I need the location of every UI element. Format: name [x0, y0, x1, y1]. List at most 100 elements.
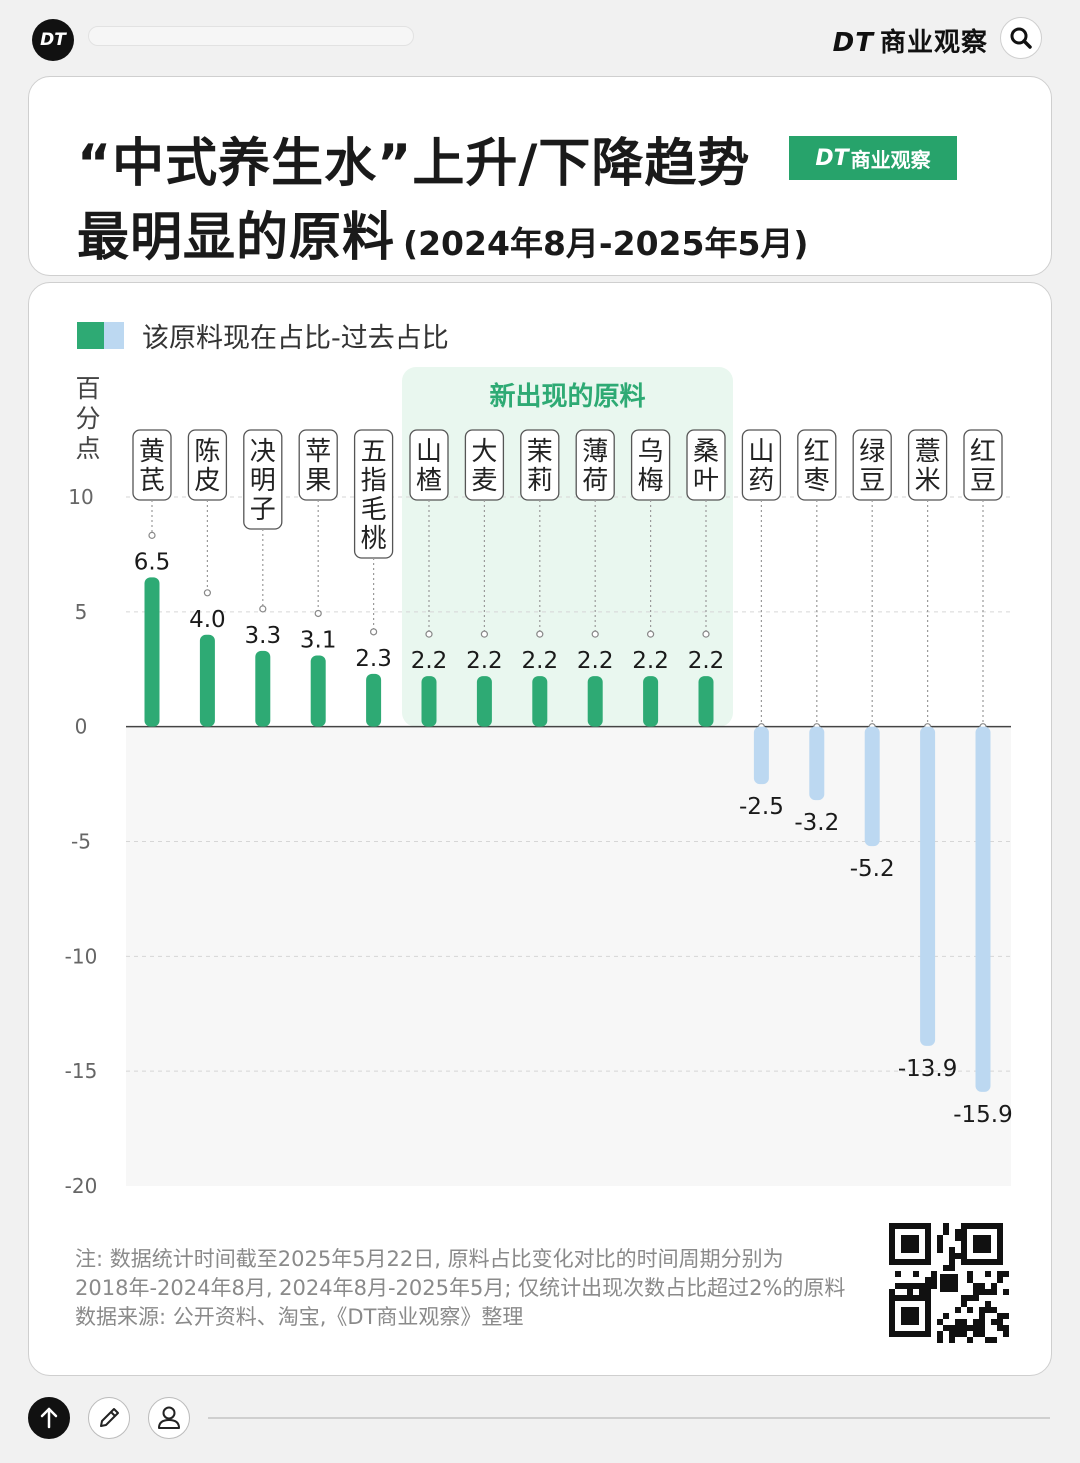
qr-module — [997, 1313, 1003, 1319]
bar — [421, 676, 437, 727]
qr-module — [985, 1307, 991, 1313]
qr-module — [961, 1331, 967, 1337]
qr-module — [955, 1325, 961, 1331]
bar — [366, 673, 382, 727]
category-label: 苹 — [305, 437, 331, 467]
brand-dt: DT — [832, 28, 874, 58]
badge-dt: DT — [815, 145, 849, 171]
search-button[interactable] — [1000, 17, 1042, 59]
qr-module — [949, 1325, 955, 1331]
bottom-divider — [208, 1417, 1050, 1419]
qr-module — [895, 1271, 901, 1277]
top-bar: DT DT 商业观察 — [0, 0, 1080, 78]
category-label: 梅 — [638, 466, 664, 496]
legend: 该原料现在占比-过去占比 — [77, 321, 449, 354]
qr-module — [973, 1319, 979, 1325]
qr-module — [949, 1331, 955, 1337]
qr-module — [991, 1319, 997, 1325]
qr-module — [961, 1319, 967, 1325]
qr-module — [901, 1283, 907, 1289]
legend-label: 该原料现在占比-过去占比 — [142, 322, 449, 354]
dt-logo[interactable]: DT — [32, 19, 74, 61]
category-label: 豆 — [859, 466, 885, 496]
qr-module — [961, 1325, 967, 1331]
title-main: 最明显的原料 — [77, 208, 396, 268]
category-label: 薄 — [582, 437, 608, 467]
category-label: 决 — [250, 437, 276, 467]
connector-dot — [591, 630, 599, 638]
qr-module — [919, 1289, 925, 1295]
qr-module — [973, 1331, 979, 1337]
legend-swatch-positive — [77, 321, 104, 349]
category-label: 茉 — [527, 437, 553, 467]
qr-module — [955, 1253, 961, 1259]
profile-button[interactable] — [148, 1397, 190, 1439]
bar — [255, 650, 271, 727]
bar — [587, 676, 603, 727]
qr-module — [979, 1289, 985, 1295]
qr-module — [925, 1289, 931, 1295]
scroll-top-button[interactable] — [28, 1397, 70, 1439]
badge-name: 商业观察 — [850, 147, 931, 172]
category-label: 薏 — [915, 437, 941, 467]
qr-module — [1003, 1331, 1009, 1337]
title-card: “中式养生水”上升/下降趋势 最明显的原料 (2024年8月-2025年5月) D… — [28, 76, 1052, 276]
title-line-2: 最明显的原料 (2024年8月-2025年5月) — [77, 201, 809, 281]
category-label: 荷 — [582, 466, 608, 496]
qr-module — [985, 1289, 991, 1295]
qr-module — [931, 1271, 937, 1277]
qr-module — [997, 1277, 1003, 1283]
value-label: 2.2 — [466, 648, 503, 674]
qr-module — [955, 1229, 961, 1235]
qr-module — [991, 1307, 997, 1313]
category-label: 莉 — [527, 466, 553, 496]
qr-module — [979, 1331, 985, 1337]
value-label: -2.5 — [739, 794, 784, 820]
qr-module — [973, 1325, 979, 1331]
y-tick-label: -15 — [65, 1059, 98, 1083]
top-search-pill[interactable] — [88, 26, 414, 46]
qr-module — [943, 1265, 949, 1271]
note-line-2: 2018年-2024年8月, 2024年8月-2025年5月; 仅统计出现次数占… — [75, 1276, 846, 1300]
value-label: 2.3 — [355, 646, 392, 672]
qr-module — [979, 1325, 985, 1331]
y-axis-label-char: 分 — [75, 404, 100, 433]
bar — [809, 726, 825, 801]
qr-module — [997, 1271, 1003, 1277]
chart-notes: 注: 数据统计时间截至2025年5月22日, 原料占比变化对比的时间周期分别为 … — [75, 1245, 895, 1332]
qr-finder-core — [973, 1235, 991, 1253]
category-label: 山 — [416, 437, 442, 467]
connector-dot — [148, 531, 156, 539]
category-label: 桃 — [361, 524, 387, 554]
qr-module — [985, 1301, 991, 1307]
y-tick-label: 0 — [75, 715, 88, 739]
qr-module — [1003, 1289, 1009, 1295]
qr-module — [955, 1319, 961, 1325]
bar — [753, 726, 769, 785]
connector-dot — [259, 605, 267, 613]
y-axis-label-char: 百 — [75, 374, 100, 403]
value-label: 2.2 — [411, 648, 448, 674]
title-period: (2024年8月-2025年5月) — [403, 224, 809, 263]
category-label: 果 — [305, 466, 331, 496]
qr-module — [955, 1331, 961, 1337]
qr-module — [931, 1283, 937, 1289]
qr-module — [949, 1259, 955, 1265]
qr-module — [967, 1337, 973, 1343]
qr-module — [991, 1283, 997, 1289]
chart-title: “中式养生水”上升/下降趋势 最明显的原料 (2024年8月-2025年5月) — [77, 127, 809, 281]
bar-chart: 新出现的原料 10 5 0 -5 -10 -15 -20 百分点 黄芪 6.5 陈皮 4.0 决明子 3.3… — [65, 367, 1013, 1198]
category-label: 皮 — [194, 466, 220, 496]
qr-module — [991, 1337, 997, 1343]
qr-module — [949, 1265, 955, 1271]
qr-module — [913, 1271, 919, 1277]
qr-module — [937, 1331, 943, 1337]
qr-module — [907, 1283, 913, 1289]
edit-button[interactable] — [88, 1397, 130, 1439]
title-line-1: “中式养生水”上升/下降趋势 — [77, 134, 751, 194]
pencil-icon — [100, 1408, 119, 1427]
qr-finder-core — [901, 1235, 919, 1253]
category-label: 豆 — [970, 466, 996, 496]
qr-module — [925, 1277, 931, 1283]
qr-module — [973, 1289, 979, 1295]
